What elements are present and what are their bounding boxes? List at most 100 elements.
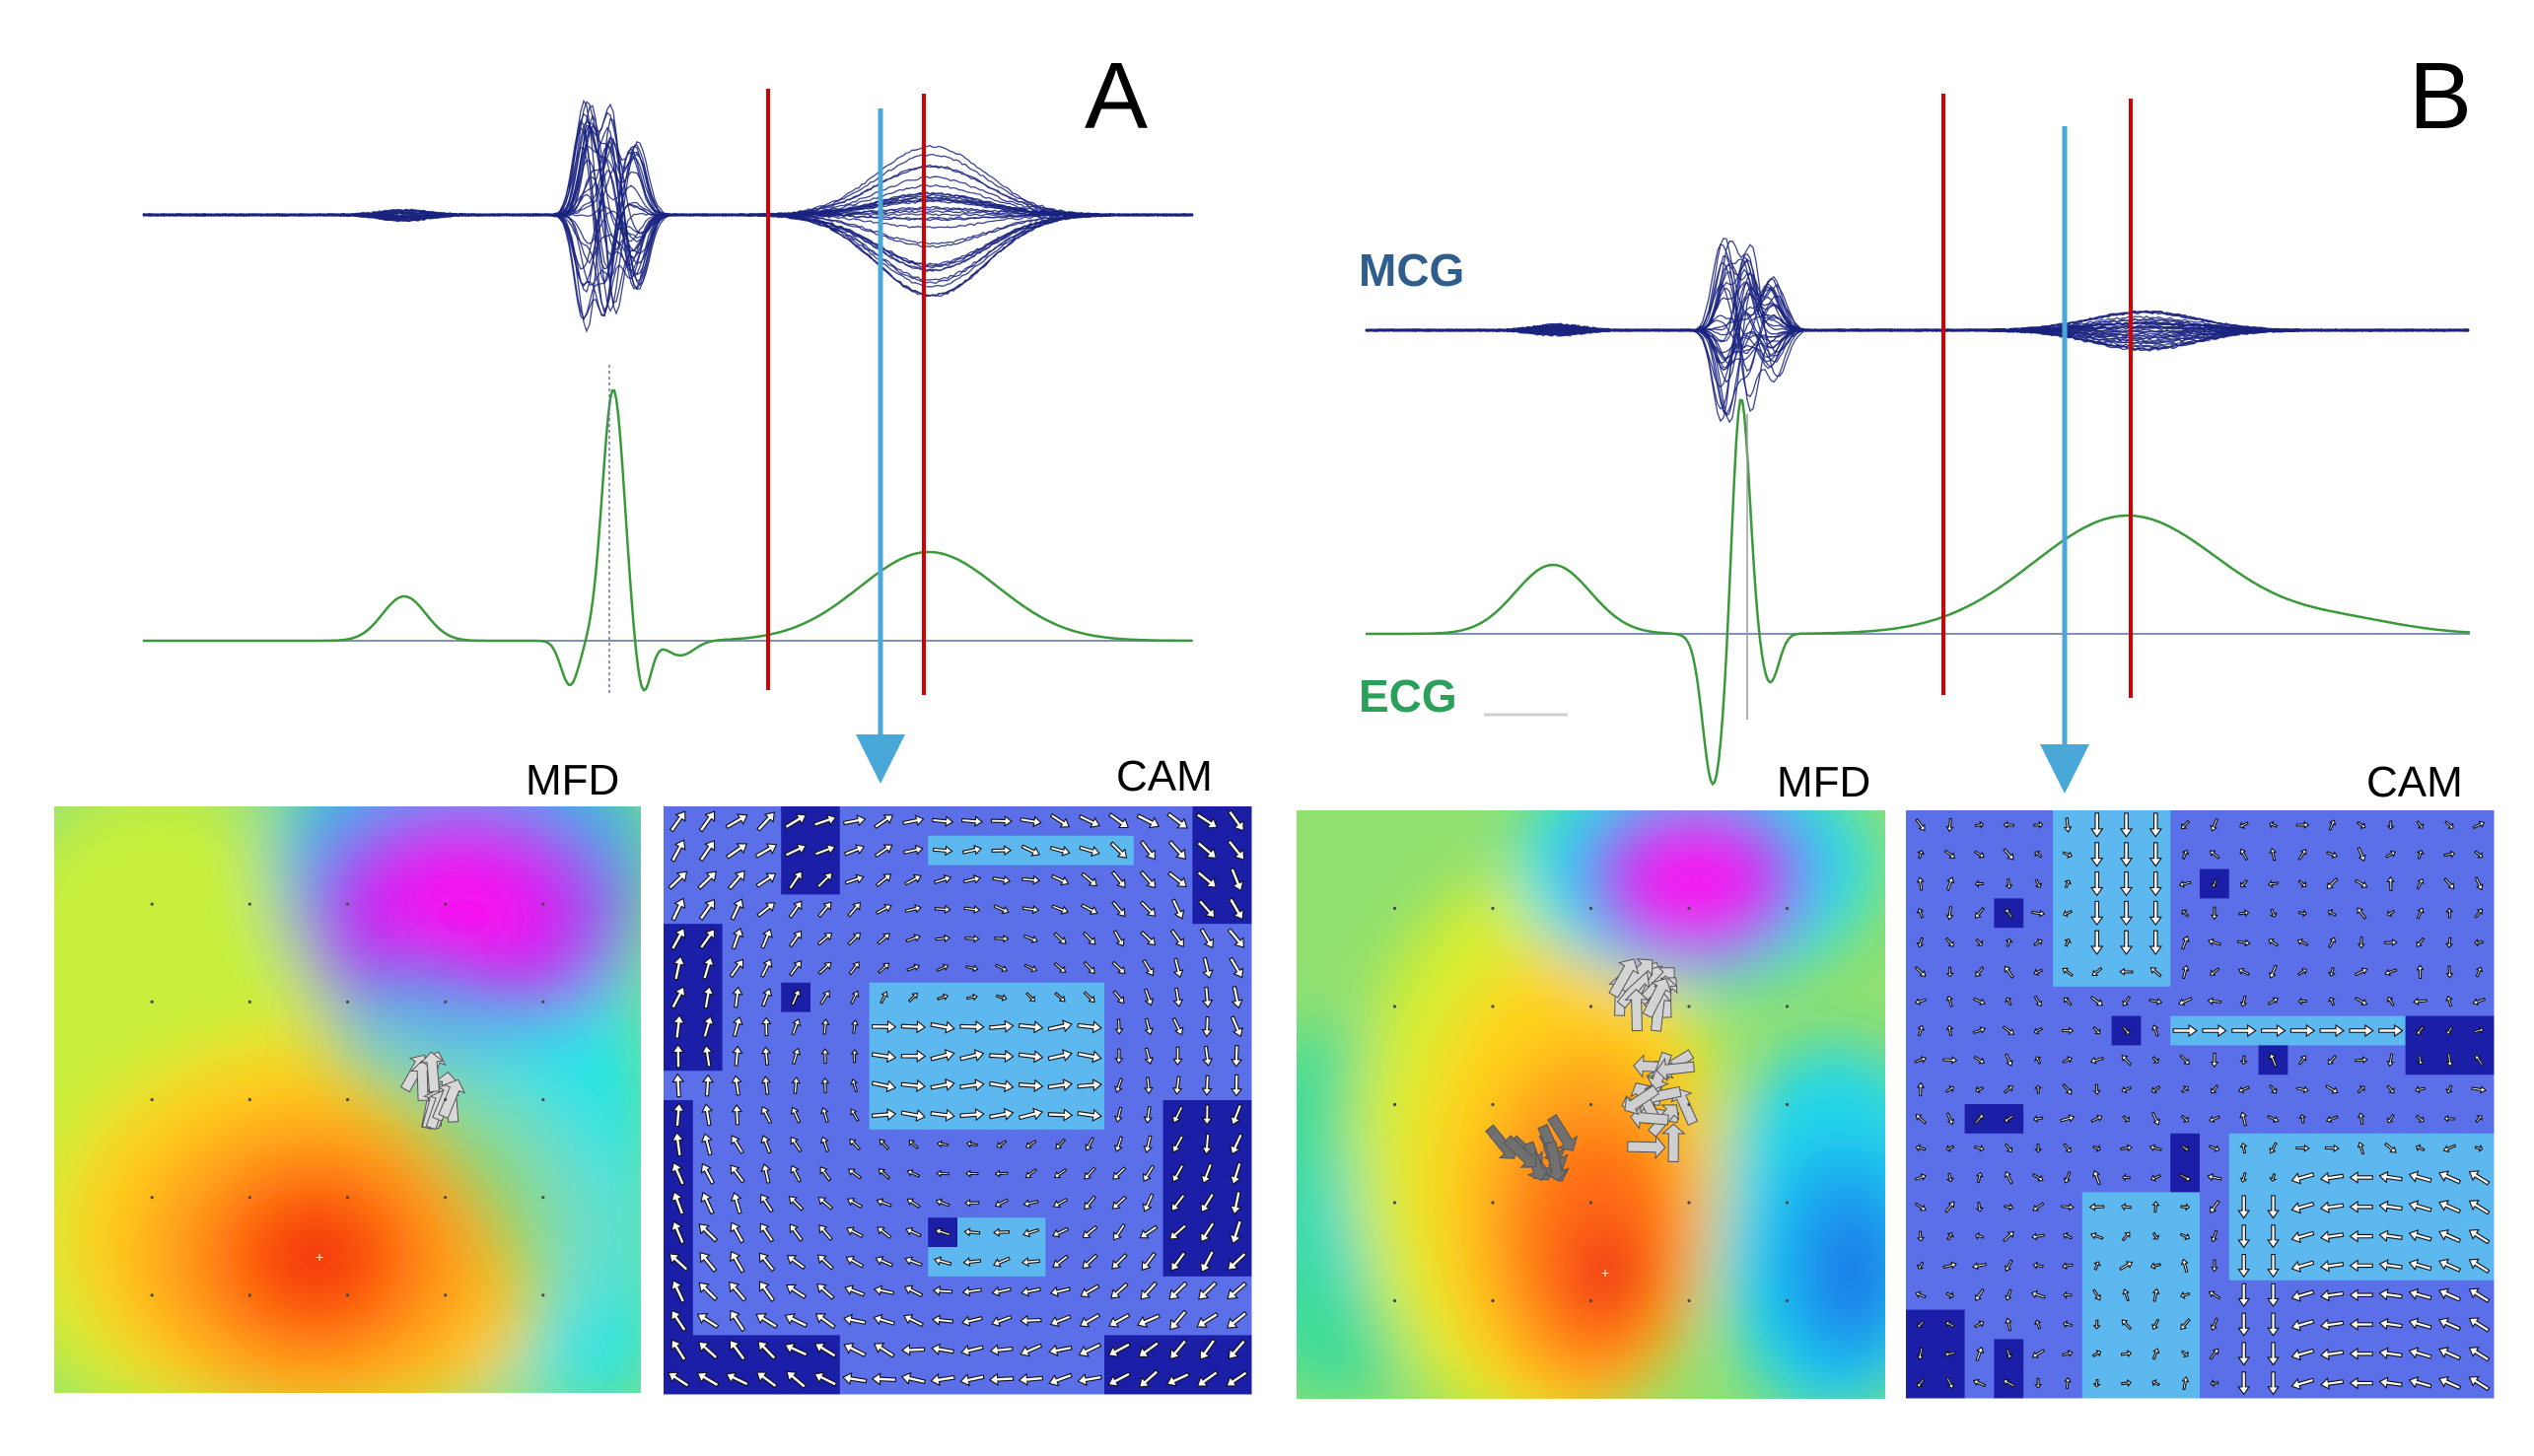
arrow-glyph [755,1371,778,1389]
arrow-glyph [1082,1224,1098,1239]
arrow-glyph [1227,1310,1248,1329]
arrow-glyph [1171,1017,1184,1036]
mcg-trace-line [142,126,1194,277]
arrow-glyph [668,1371,690,1388]
arrow-glyph [2378,1170,2403,1184]
arrow-glyph [1916,908,1925,919]
arrow-glyph [2034,878,2043,889]
arrow-glyph [1945,1144,1955,1152]
arrow-glyph [2386,1053,2395,1068]
mcg-trace-line [142,119,1194,285]
arrow-glyph [1052,1254,1070,1269]
arrow-glyph [2416,936,2426,947]
arrow-glyph [1024,1168,1037,1179]
arrow-glyph [2239,1172,2248,1183]
arrow-glyph [959,1078,985,1092]
arrow-glyph [2237,967,2250,976]
arrow-glyph [2386,909,2396,918]
arrow-glyph [2032,820,2044,829]
arrow-glyph [1024,1140,1037,1148]
arrow-glyph [2408,1170,2432,1183]
arrow-glyph [2357,1142,2365,1155]
grid-dot [1687,906,1691,911]
mcg-trace-line [1366,286,2470,383]
arrow-glyph [1018,1372,1044,1387]
arrow-glyph [960,815,984,827]
arrow-glyph [1140,930,1157,946]
arrow-glyph [904,904,922,914]
arrow-glyph [2384,968,2398,977]
arrow-glyph [2237,1342,2251,1366]
arrow-glyph [2005,1317,2012,1332]
arrow-glyph [1054,992,1066,1003]
arrow-glyph [2119,871,2134,897]
arrow-glyph [1111,960,1126,975]
arrow-glyph [2181,909,2190,918]
arrow-glyph [2151,1348,2160,1360]
mcg-trace-line [1365,287,2470,398]
arrow-glyph [1020,1314,1042,1327]
arrow-glyph [905,934,921,943]
arrow-glyph [908,1140,919,1150]
arrow-glyph [875,873,892,888]
arrow-glyph [2062,1262,2074,1271]
arrow-glyph [850,1078,859,1093]
mcg-trace-line [1365,254,2470,373]
arrow-glyph [964,934,980,943]
arrow-glyph [932,815,954,828]
arrow-glyph [1944,1201,1955,1213]
arrow-glyph [2119,900,2134,927]
arrow-glyph [2267,1312,2280,1337]
arrow-glyph [961,844,982,856]
arrow-glyph [2178,997,2193,1006]
arrow-glyph [2408,1376,2432,1389]
arrow-glyph [2268,938,2280,947]
arrow-glyph [1975,906,1985,920]
arrow-glyph [1136,1313,1161,1328]
arrow-glyph [2180,1258,2189,1274]
arrow-glyph [1230,1074,1243,1097]
arrow-glyph [1139,840,1156,861]
arrow-glyph [1624,1084,1660,1116]
arrow-glyph [2408,1229,2432,1242]
arrow-glyph [2327,1054,2338,1065]
arrow-glyph [2181,935,2190,950]
arrow-glyph [1171,1163,1185,1183]
arrow-glyph [701,1044,714,1068]
arrow-glyph [2296,937,2309,947]
arrow-glyph [670,1161,685,1186]
arrow-glyph [2327,936,2337,949]
arrow-glyph [871,1019,897,1034]
arrow-glyph [2211,1084,2219,1094]
grid-dot [1785,1102,1790,1107]
arrow-glyph [877,1226,892,1240]
arrow-glyph [2349,1259,2373,1273]
arrow-glyph [1079,1312,1101,1328]
arrow-glyph [760,1163,772,1184]
arrow-glyph [1198,1281,1218,1300]
arrow-glyph [1084,1195,1096,1211]
arrow-glyph [1079,845,1100,858]
arrow-glyph [1051,904,1069,915]
arrow-glyph [1170,1193,1186,1213]
arrow-glyph [2269,908,2278,918]
arrow-glyph [789,1223,804,1242]
mcg-trace-line [1365,283,2470,359]
arrow-glyph [1914,1173,1927,1182]
arrow-glyph [1975,937,1984,946]
arrow-glyph [874,844,893,859]
arrow-glyph [1018,1107,1043,1121]
arrow-glyph [2416,1054,2425,1066]
arrow-glyph [992,1256,1011,1268]
arrow-glyph [901,1344,926,1356]
arrow-glyph [2239,995,2248,1007]
arrow-glyph [1230,867,1244,892]
arrow-glyph [788,930,803,948]
arrow-glyph [2349,1023,2374,1038]
arrow-glyph [1972,1378,1987,1388]
arrow-glyph [1021,874,1041,885]
arrow-glyph [1197,899,1216,919]
mcg-trace-line [1365,328,2470,388]
arrow-glyph [2443,850,2456,859]
arrow-glyph [2443,1114,2455,1123]
